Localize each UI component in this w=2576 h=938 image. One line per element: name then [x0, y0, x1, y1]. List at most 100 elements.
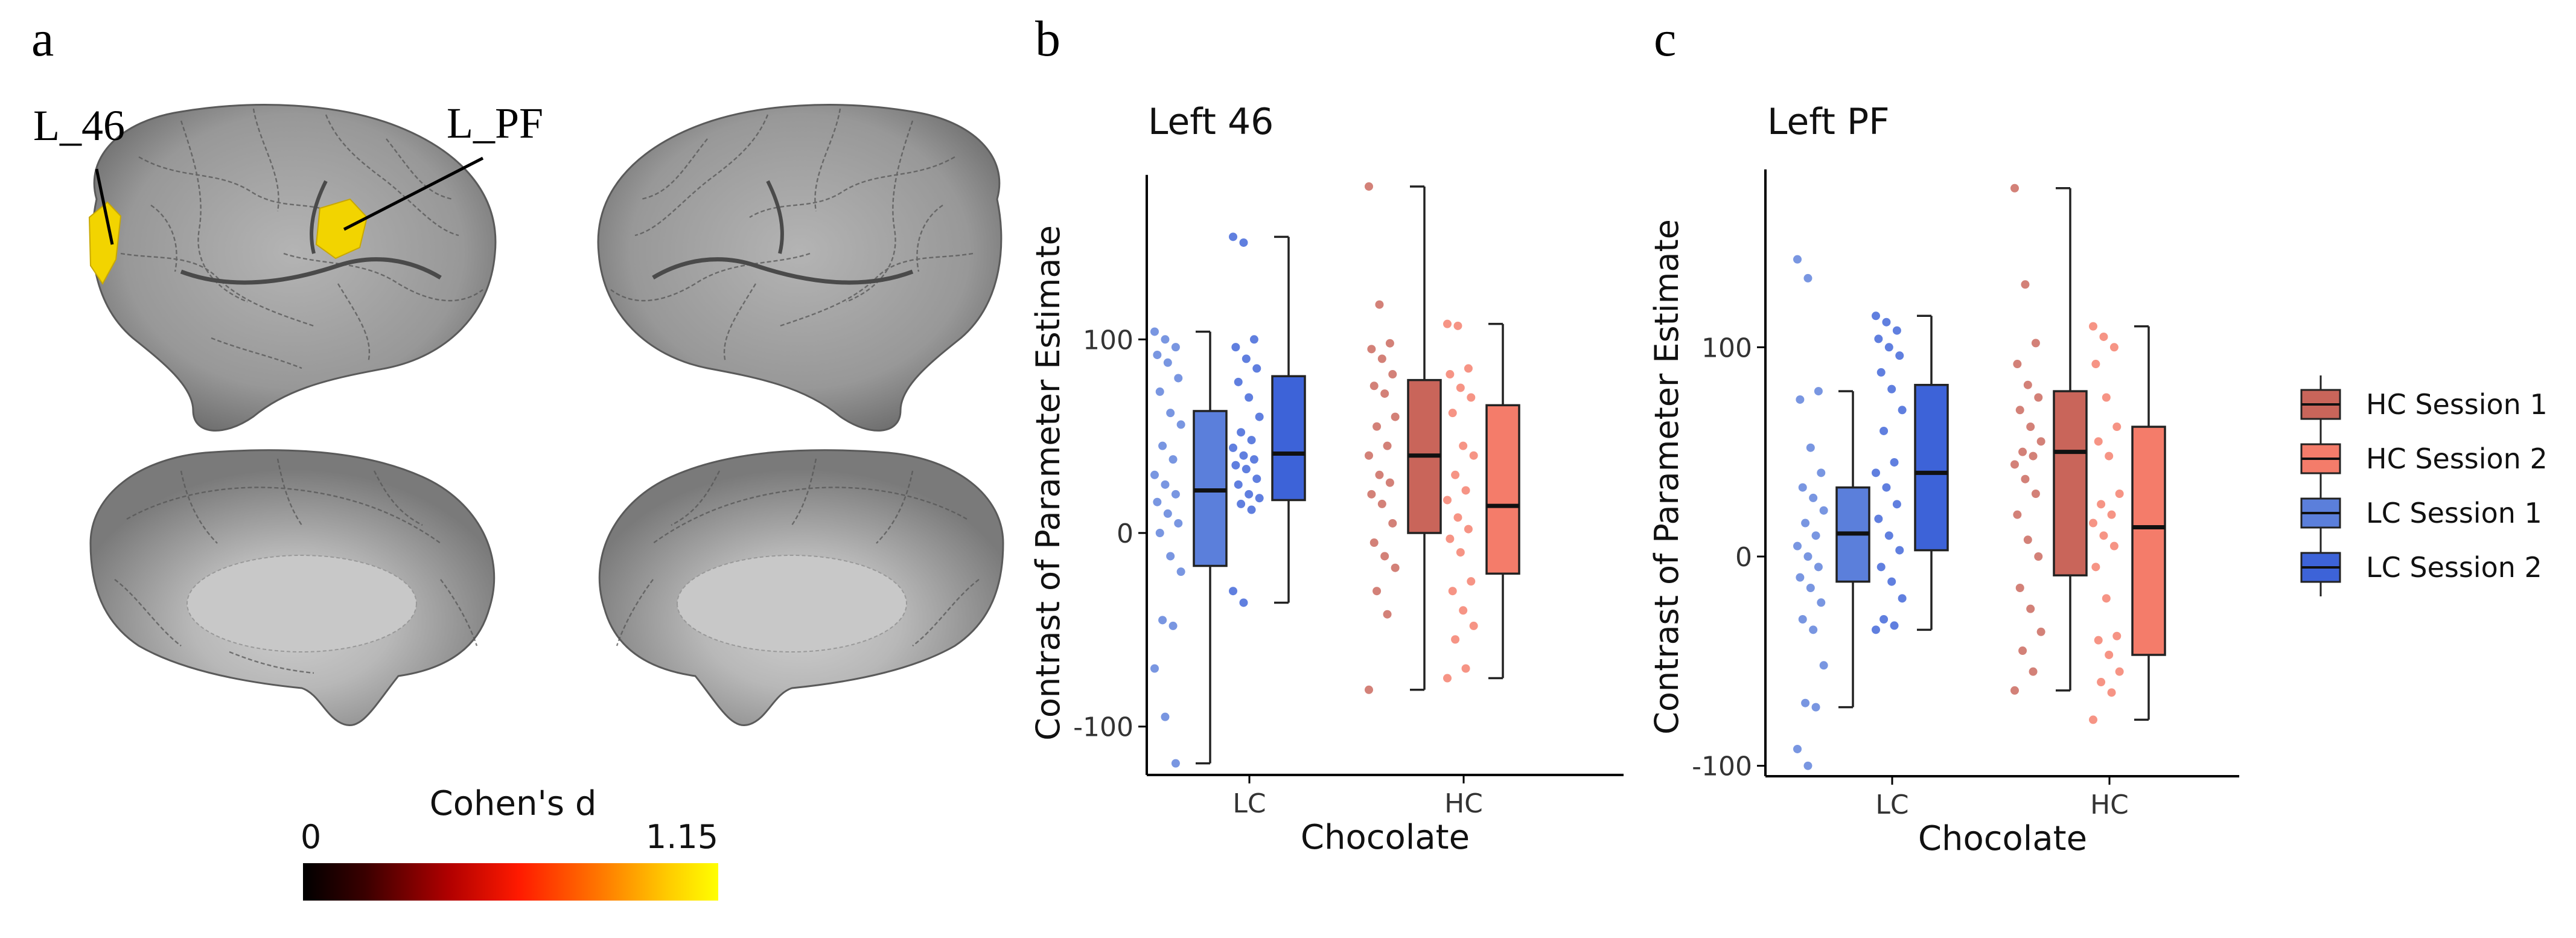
pointer-line-lpf: [343, 156, 484, 231]
data-point: [1229, 443, 1237, 452]
data-point: [1446, 370, 1455, 379]
data-point: [1811, 531, 1820, 540]
data-point: [1163, 358, 1172, 367]
data-point: [1372, 422, 1382, 431]
data-point: [1176, 567, 1185, 576]
data-point: [1369, 538, 1379, 547]
data-point: [1882, 317, 1891, 327]
data-point: [1155, 387, 1164, 396]
data-point: [1249, 455, 1258, 464]
box-lc-session-2: [1914, 383, 1949, 552]
data-point: [1806, 584, 1815, 593]
data-point: [2091, 563, 2100, 572]
data-point: [2029, 451, 2038, 461]
data-point: [1174, 374, 1183, 383]
data-point: [2031, 489, 2040, 498]
data-point: [1446, 534, 1455, 543]
legend: HC Session 1 HC Session 2 LC Session 1 LC S…: [2300, 375, 2548, 596]
data-point: [1249, 335, 1258, 344]
data-point: [2105, 451, 2114, 461]
data-point: [1443, 319, 1452, 328]
data-point: [2013, 510, 2022, 519]
data-point: [1231, 461, 1240, 470]
legend-label: LC Session 2: [2366, 551, 2542, 584]
data-point: [1383, 441, 1392, 450]
data-point: [2091, 360, 2100, 369]
data-point: [2010, 460, 2019, 469]
data-point: [1461, 486, 1470, 495]
data-point: [2109, 343, 2119, 352]
data-point: [2094, 636, 2103, 645]
data-point: [1247, 505, 1256, 514]
data-point: [2109, 541, 2119, 550]
box-hc-session-2: [2131, 426, 2166, 656]
data-point: [1150, 664, 1159, 673]
data-point: [1252, 364, 1261, 373]
data-point: [1879, 426, 1889, 435]
data-point: [1890, 458, 1899, 467]
data-point: [1245, 490, 1254, 499]
data-point: [1793, 255, 1802, 264]
legend-label: HC Session 2: [2366, 442, 2548, 475]
data-point: [2036, 437, 2045, 446]
data-point: [2089, 322, 2097, 331]
colorbar-title: Cohen's d: [430, 784, 597, 823]
x-axis-label: Chocolate: [1301, 818, 1470, 857]
data-point: [1817, 468, 1826, 477]
data-point: [1391, 412, 1400, 421]
data-point: [1453, 513, 1462, 522]
pointer-line-l46: [95, 168, 114, 245]
data-point: [1459, 606, 1468, 615]
data-point: [1443, 496, 1452, 505]
data-point: [1255, 494, 1264, 503]
data-point: [1879, 615, 1889, 624]
chart-title: Left PF: [1767, 101, 1890, 143]
data-point: [1811, 703, 1820, 712]
data-point: [1239, 598, 1248, 607]
data-point: [1153, 497, 1162, 506]
data-point: [1887, 384, 1896, 394]
box-hc-session-2: [1485, 404, 1520, 575]
data-point: [1176, 420, 1185, 429]
data-point: [1234, 480, 1243, 489]
data-point: [1237, 428, 1246, 437]
legend-label: HC Session 1: [2366, 388, 2548, 421]
data-point: [1161, 335, 1170, 344]
data-point: [1385, 339, 1394, 348]
data-point: [2034, 552, 2043, 561]
box-hc-session-1: [2053, 390, 2088, 576]
data-point: [1456, 548, 1465, 557]
data-point: [2112, 631, 2122, 640]
colorbar-min-label: 0: [301, 818, 321, 856]
data-point: [1898, 406, 1907, 415]
data-point: [2036, 627, 2045, 636]
data-point: [1229, 587, 1237, 596]
l46-highlight: [88, 201, 122, 285]
data-point: [1876, 368, 1886, 377]
colorbar: [303, 863, 718, 901]
data-point: [1819, 506, 1828, 515]
data-point: [1872, 625, 1880, 634]
data-point: [1459, 441, 1468, 450]
data-point: [1814, 387, 1823, 396]
data-point: [2107, 688, 2116, 697]
x-tick-label: HC: [1444, 788, 1483, 819]
data-point: [1153, 350, 1162, 359]
data-point: [1451, 470, 1460, 479]
data-point: [1229, 232, 1237, 241]
y-tick-label: -100: [1692, 751, 1752, 782]
x-tick-label: LC: [1232, 788, 1266, 819]
data-point: [2099, 332, 2108, 341]
data-point: [1166, 409, 1175, 418]
data-point: [1161, 480, 1170, 489]
data-point: [1237, 499, 1246, 508]
data-point: [1464, 364, 1473, 373]
data-point: [1150, 470, 1159, 479]
data-point: [1456, 383, 1465, 392]
brain-right-lateral: [597, 104, 1003, 432]
data-point: [1247, 436, 1256, 445]
y-axis-label: Contrast of Parameter Estimate: [1029, 225, 1067, 741]
data-point: [1365, 182, 1373, 191]
